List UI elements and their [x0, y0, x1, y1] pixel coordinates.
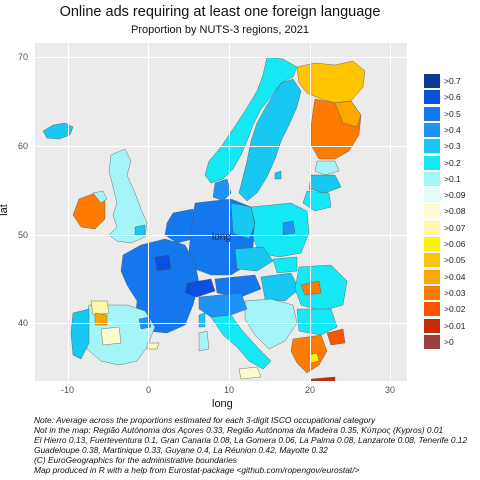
legend-key-5 [424, 155, 440, 170]
region-czechia [234, 246, 274, 272]
region-sicily [238, 366, 262, 380]
legend-label-2: >0.5 [444, 108, 461, 119]
y-tick-70: 70 [18, 52, 29, 62]
region-estonia [314, 160, 340, 176]
region-london [134, 224, 146, 236]
x-tick-20: 20 [305, 385, 316, 395]
map-subtitle: Proportion by NUTS-3 regions, 2021 [131, 24, 309, 36]
x-tick-0: 0 [146, 385, 152, 395]
region-norway [204, 56, 298, 184]
region-sweden [238, 78, 302, 202]
region-finland-east [334, 100, 362, 128]
region-slovakia [272, 256, 298, 274]
region-sardinia [198, 330, 210, 352]
region-romania [294, 264, 348, 312]
region-balearic [146, 342, 160, 350]
region-lithuania [302, 190, 332, 212]
legend-key-3 [424, 122, 440, 137]
legend-label-8: >0.08 [444, 206, 466, 217]
region-italy-north [198, 292, 248, 318]
legend-key-1 [424, 90, 440, 105]
footnote-line-2: Not in the map: Região Autónoma dos Açor… [34, 425, 444, 435]
region-corsica [198, 312, 206, 328]
legend-key-8 [424, 204, 440, 219]
x-tick-10: 10 [224, 385, 235, 395]
legend-key-10 [424, 237, 440, 251]
footnote-line-5: (C) EuroGeographics for the administrati… [34, 455, 237, 465]
y-tick-40: 40 [18, 318, 29, 328]
legend-key-9 [424, 220, 440, 235]
region-iceland [42, 122, 74, 140]
map-panel [35, 43, 407, 381]
footnote-line-1: Note: Average across the proportions est… [34, 415, 376, 425]
region-gotland [274, 170, 282, 180]
legend-label-15: >0.01 [444, 320, 466, 331]
legend-label-3: >0.4 [444, 124, 461, 135]
region-bulgaria [296, 308, 338, 336]
region-greece [290, 334, 328, 374]
legend-label-13: >0.03 [444, 287, 466, 298]
legend-label-4: >0.3 [444, 141, 461, 152]
legend-key-11 [424, 253, 440, 268]
region-finland-north [296, 60, 366, 104]
footnote-line-3: El Hierro 0.13, Fuerteventura 0.1, Gran … [34, 435, 468, 445]
footnote-line-6: Map produced in R with a help from Euros… [34, 465, 360, 475]
legend-label-7: >0.09 [444, 190, 466, 201]
region-austria [214, 274, 262, 298]
legend-key-0 [424, 74, 440, 88]
legend-label-11: >0.05 [444, 255, 466, 266]
region-romania-orange [300, 280, 322, 296]
legend-key-12 [424, 269, 440, 284]
legend-key-16 [424, 334, 440, 349]
legend-key-14 [424, 302, 440, 317]
region-spain-orange [94, 312, 108, 326]
region-great-britain [108, 148, 148, 244]
y-axis-title: lat [0, 204, 10, 216]
legend-label-9: >0.07 [444, 222, 466, 233]
region-paris [154, 254, 172, 272]
region-crete [310, 376, 336, 381]
region-latvia [308, 174, 342, 194]
legend-label-14: >0.02 [444, 304, 466, 315]
region-italy-peninsula [210, 314, 272, 370]
region-germany-east [230, 202, 256, 240]
region-switzerland [184, 278, 216, 298]
y-tick-50: 50 [18, 230, 29, 240]
legend-key-15 [424, 318, 440, 333]
legend-label-12: >0.04 [444, 271, 466, 282]
legend-label-0: >0.7 [444, 76, 461, 86]
region-warsaw [282, 220, 296, 236]
europe-choropleth [42, 56, 366, 381]
legend-key-4 [424, 139, 440, 154]
region-spain-yellow-1 [90, 300, 110, 316]
region-northern-ireland [92, 190, 108, 204]
region-greece-islands [326, 328, 346, 346]
footnote-line-4: Guadeloupe 0.38, Martinique 0.33, Guyane… [34, 445, 328, 455]
legend-key-2 [424, 106, 440, 121]
legend-key-13 [424, 285, 440, 300]
map-long-label: long [212, 232, 231, 243]
map-title: Online ads requiring at least one foreig… [59, 4, 381, 20]
legend-label-5: >0.2 [444, 157, 461, 168]
y-tick-60: 60 [18, 141, 29, 151]
x-axis-title: long [212, 398, 233, 410]
legend-label-10: >0.06 [444, 239, 466, 249]
legend-key-7 [424, 188, 440, 203]
region-denmark [212, 178, 232, 202]
legend-label-1: >0.6 [444, 92, 461, 103]
legend-key-6 [424, 171, 440, 186]
region-poland [250, 202, 310, 258]
x-tick-minus10: -10 [61, 385, 75, 395]
region-spain-yellow-2 [100, 326, 122, 346]
legend-label-16: >0 [444, 336, 454, 347]
region-hungary [260, 272, 300, 302]
legend-label-6: >0.1 [444, 173, 461, 184]
region-portugal [70, 308, 90, 360]
region-balkans [244, 298, 298, 350]
x-tick-30: 30 [385, 385, 396, 395]
